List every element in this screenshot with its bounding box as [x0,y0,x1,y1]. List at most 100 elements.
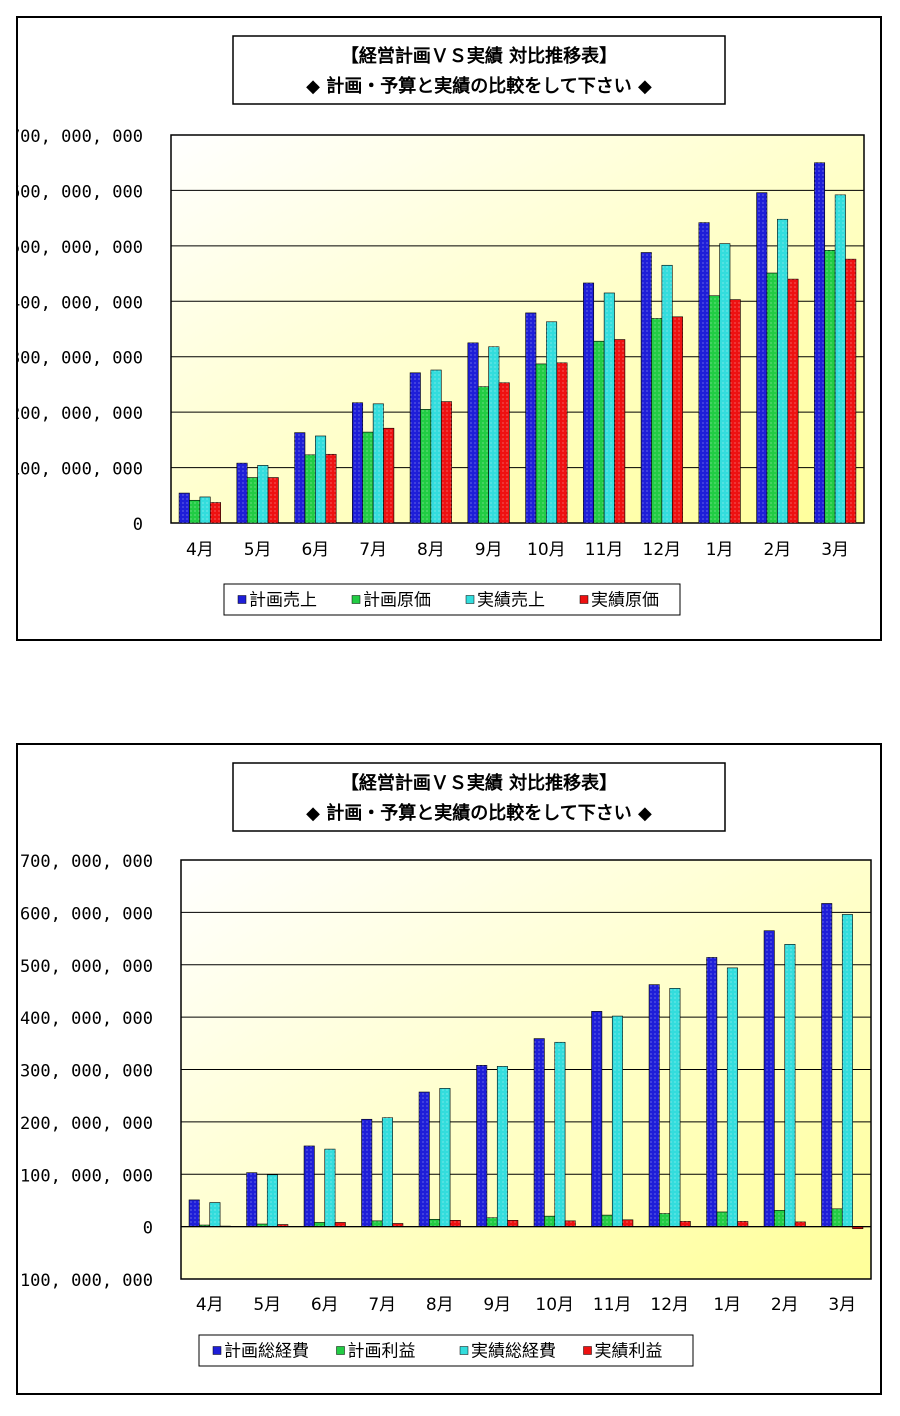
bar-pattern [852,1226,863,1229]
bar-pattern [419,1092,430,1227]
legend-swatch [579,595,589,604]
y-tick-label: 600, 000, 000 [18,182,143,202]
bar [488,346,500,524]
bar [716,1211,728,1227]
bar [777,218,789,524]
bar-pattern [730,299,741,523]
bar [246,477,258,524]
legend-swatch [465,595,475,604]
x-tick-label: 9月 [483,1295,511,1315]
bar-pattern [499,382,510,523]
bar [729,299,741,524]
bar [756,192,768,524]
bar-pattern [814,162,825,523]
bar-pattern [352,402,363,523]
legend-swatch [459,1346,469,1355]
y-tick-label: -100, 000, 000 [18,1271,153,1291]
bar [476,1065,488,1227]
bar [726,967,738,1227]
x-tick-label: 3月 [821,540,849,560]
bar-pattern [614,339,625,523]
bar-pattern [246,1172,257,1227]
bar [661,264,673,524]
title-box-border [232,762,726,832]
chart-1-frame: 【経営計画ＶＳ実績 対比推移表】 ◆ 計画・予算と実績の比較をして下さい ◆ 0 10… [16,16,882,641]
bar-pattern [565,1220,576,1227]
bar [383,427,395,524]
bar-pattern [824,250,836,523]
legend-swatch [351,595,361,604]
bar [371,1220,383,1227]
bar [591,1011,603,1227]
bar-pattern [189,1199,200,1227]
bar [477,386,489,524]
bar-pattern [439,1088,451,1227]
bar-pattern [507,1220,518,1227]
y-tick-label: 700, 000, 000 [18,127,143,147]
chart-title-line2: ◆ 計画・予算と実績の比較をして下さい ◆ [306,75,652,97]
bar-pattern [210,502,221,523]
bar-pattern [199,1225,210,1227]
legend-label: 実績利益 [595,1342,663,1362]
bar-pattern [430,370,442,523]
bar-pattern [604,292,615,523]
bar [814,162,826,524]
bar [845,258,857,524]
bar [601,1214,613,1227]
chart-title-line1: 【経営計画ＶＳ実績 対比推移表】 [341,772,617,794]
bar-pattern [556,362,568,523]
bar [533,1038,545,1227]
x-tick-label: 11月 [593,1295,632,1315]
bar [409,372,421,524]
bar-pattern [845,259,856,523]
bar-pattern [324,1149,336,1227]
bar [698,222,710,524]
x-tick-label: 10月 [527,540,566,560]
x-tick-label: 1月 [713,1295,741,1315]
x-tick-label: 6月 [301,540,329,560]
bar [546,321,558,524]
plot-area [170,134,865,524]
bar-pattern [777,219,788,523]
chart-title-line2: ◆ 計画・予算と実績の比較をして下さい ◆ [306,802,652,824]
legend-swatch [583,1346,592,1355]
bar-pattern [189,500,200,523]
x-tick-label: 5月 [244,540,272,560]
bar-pattern [209,1202,221,1227]
bar-pattern [612,1016,623,1227]
bar-pattern [641,252,652,523]
y-tick-label: 300, 000, 000 [18,349,143,369]
bar-pattern [497,1066,508,1227]
bar [556,362,568,524]
bar-pattern [267,1174,278,1227]
bar [544,1215,556,1227]
bar [640,252,652,524]
bar-pattern [294,432,305,523]
x-tick-label: 4月 [196,1295,224,1315]
bar-pattern [486,1217,498,1227]
legend-swatch [336,1346,345,1355]
y-tick-label: 300, 000, 000 [20,1062,153,1082]
bar-pattern [257,465,269,523]
bar-pattern [698,222,710,523]
bar [294,432,306,524]
bar [324,1148,336,1227]
bar [439,1088,451,1227]
bar [554,1041,566,1227]
x-tick-label: 3月 [828,1295,856,1315]
bar-pattern [236,463,248,523]
bar-pattern [534,1038,545,1227]
bar [841,914,853,1227]
bar [304,454,316,524]
x-tick-label: 7月 [368,1295,396,1315]
bar [679,1221,691,1227]
bar [178,492,190,524]
bar [430,369,442,524]
bar-pattern [649,984,660,1227]
bar-pattern [304,454,316,523]
legend-swatch [212,1346,222,1355]
bar [325,453,337,524]
legend-swatch [237,595,247,604]
y-tick-label: 200, 000, 000 [20,1114,153,1134]
bar-pattern [441,401,452,523]
